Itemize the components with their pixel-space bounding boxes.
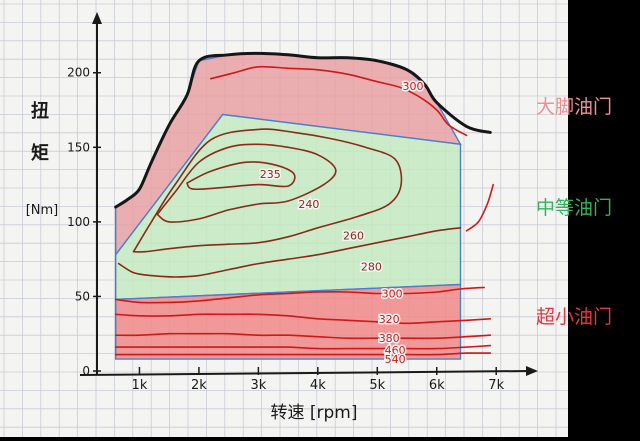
contour-label-260: 260 xyxy=(343,229,364,242)
y-tick-label: 100 xyxy=(67,215,90,229)
y-axis-unit: [Nm] xyxy=(26,203,59,218)
contour-540-line xyxy=(114,352,492,356)
x-tick-label: 2k xyxy=(191,378,207,393)
y-axis-label-char: 扭 xyxy=(31,100,49,122)
x-tick-label: 5k xyxy=(369,378,385,393)
contour-260-line xyxy=(132,128,403,253)
region-3-fill xyxy=(114,283,462,360)
extra-curve-line xyxy=(465,183,494,232)
contour-lines xyxy=(114,65,494,356)
contour-label-540: 540 xyxy=(385,353,406,366)
contour-label-300: 300 xyxy=(382,287,403,300)
y-tick-label: 50 xyxy=(75,289,90,303)
x-tick-label: 7k xyxy=(488,378,504,393)
x-tick-label: 6k xyxy=(429,378,445,393)
contour-300-line xyxy=(210,65,468,137)
contour-380-line xyxy=(114,332,492,340)
contour-label-235: 235 xyxy=(260,168,281,181)
contour-235-line xyxy=(186,161,296,191)
y-tick-label: 150 xyxy=(67,140,90,154)
contour-label-380: 380 xyxy=(379,332,400,345)
x-tick-label: 3k xyxy=(250,378,266,393)
contour-460-line xyxy=(114,344,492,350)
y-tick-label: 200 xyxy=(67,66,90,80)
contour-label-240: 240 xyxy=(298,198,319,211)
y-axis-label-char: 矩 xyxy=(31,142,49,164)
black-margin xyxy=(568,0,640,437)
contour-240-line xyxy=(156,143,337,223)
x-axis-label: 转速 [rpm] xyxy=(270,403,357,423)
contour-label-280: 280 xyxy=(361,261,382,274)
max-torque-envelope xyxy=(114,51,492,209)
contour-300-line xyxy=(114,286,486,304)
max-torque-line xyxy=(114,51,492,209)
contour-label-300: 300 xyxy=(402,80,423,93)
x-tick-label: 4k xyxy=(310,378,326,393)
x-axis-line xyxy=(79,370,531,376)
axes: 1k 2k 3k 4k 5k 6k 7k 0 50 100 150 200 xyxy=(67,12,538,393)
region-label-1: 大脚油门 xyxy=(536,96,612,118)
x-tick-label: 1k xyxy=(132,378,148,393)
contour-label-460: 460 xyxy=(385,344,406,357)
x-axis-arrow xyxy=(526,366,538,376)
y-tick-label: 0 xyxy=(82,364,90,378)
contour-320-line xyxy=(114,313,492,325)
contour-280-line xyxy=(117,227,462,278)
y-axis-arrow xyxy=(92,12,102,24)
contour-label-320: 320 xyxy=(379,313,400,326)
region-label-2: 中等油门 xyxy=(536,197,612,219)
region-label-3: 超小油门 xyxy=(536,306,612,328)
